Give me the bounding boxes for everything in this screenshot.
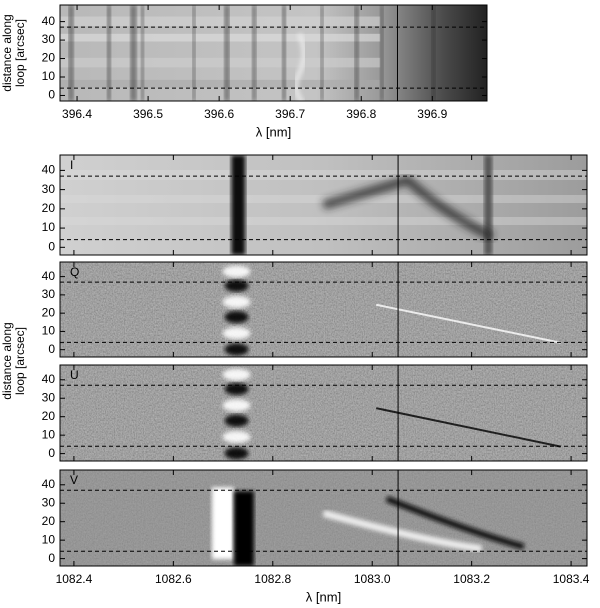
- y-tick-label: 40: [42, 14, 56, 28]
- panel-frame: [59, 364, 588, 462]
- spectrum-image: [60, 365, 587, 461]
- y-axis-label: distance along: [0, 322, 14, 399]
- x-tick-label: 396.4: [62, 107, 92, 121]
- y-tick-label: 0: [48, 239, 55, 253]
- x-tick-label: 396.6: [204, 107, 234, 121]
- y-tick-label: 0: [48, 88, 55, 102]
- x-axis-label: λ [nm]: [306, 589, 341, 604]
- x-tick-label: 396.9: [417, 107, 447, 121]
- y-tick-label: 30: [42, 287, 56, 301]
- x-tick-label: 1082.6: [155, 572, 192, 586]
- y-tick-label: 20: [42, 409, 56, 423]
- y-tick-label: 10: [42, 532, 56, 546]
- x-tick-label: 1082.8: [254, 572, 291, 586]
- y-axis-label: loop [arcsec]: [13, 327, 27, 395]
- x-tick-label: 1083.2: [453, 572, 490, 586]
- x-tick-label: 396.7: [275, 107, 305, 121]
- y-tick-label: 30: [42, 32, 56, 46]
- panel-label: U: [70, 368, 79, 382]
- y-tick-label: 40: [42, 163, 56, 177]
- y-tick-label: 30: [42, 182, 56, 196]
- x-tick-label: 1082.4: [56, 572, 93, 586]
- x-tick-label: 1083.4: [553, 572, 590, 586]
- y-tick-label: 20: [42, 51, 56, 65]
- y-tick-label: 20: [42, 201, 56, 215]
- spectrum-image: [60, 262, 587, 357]
- panel-frame: [59, 154, 588, 256]
- panel-frame: [59, 261, 588, 358]
- y-tick-label: 0: [48, 446, 55, 460]
- panel: 0 10 20 30 40 U: [42, 364, 588, 462]
- panel-label: V: [70, 473, 78, 487]
- y-tick-label: 40: [42, 269, 56, 283]
- y-axis-label: distance along: [0, 14, 14, 91]
- x-tick-label: 396.5: [133, 107, 163, 121]
- panel-frame: [59, 4, 488, 102]
- y-tick-label: 30: [42, 495, 56, 509]
- panel: 0 10 20 30 40 I: [42, 154, 588, 256]
- y-tick-label: 10: [42, 427, 56, 441]
- x-tick-label: 1083.0: [354, 572, 391, 586]
- y-tick-label: 10: [42, 220, 56, 234]
- y-tick-label: 0: [48, 551, 55, 565]
- panel-label: Q: [70, 265, 79, 279]
- panel-label: I: [70, 158, 73, 172]
- y-tick-label: 10: [42, 69, 56, 83]
- panel: 0 10 20 30 40 1082.4 1082.6 1082.8 1083.0 1083.2 1…: [42, 469, 590, 604]
- y-tick-label: 10: [42, 324, 56, 338]
- y-tick-label: 0: [48, 342, 55, 356]
- panel-frame: [59, 469, 588, 567]
- y-tick-label: 20: [42, 305, 56, 319]
- y-tick-label: 20: [42, 514, 56, 528]
- y-tick-label: 40: [42, 477, 56, 491]
- y-tick-label: 30: [42, 390, 56, 404]
- x-axis-label: λ [nm]: [256, 124, 291, 139]
- x-tick-label: 396.8: [346, 107, 376, 121]
- panel: 0 10 20 30 40 396.4 396.5 396.6 396.7 396.8 396.9 λ…: [0, 4, 488, 139]
- y-tick-label: 40: [42, 372, 56, 386]
- y-axis-label: loop [arcsec]: [13, 19, 27, 87]
